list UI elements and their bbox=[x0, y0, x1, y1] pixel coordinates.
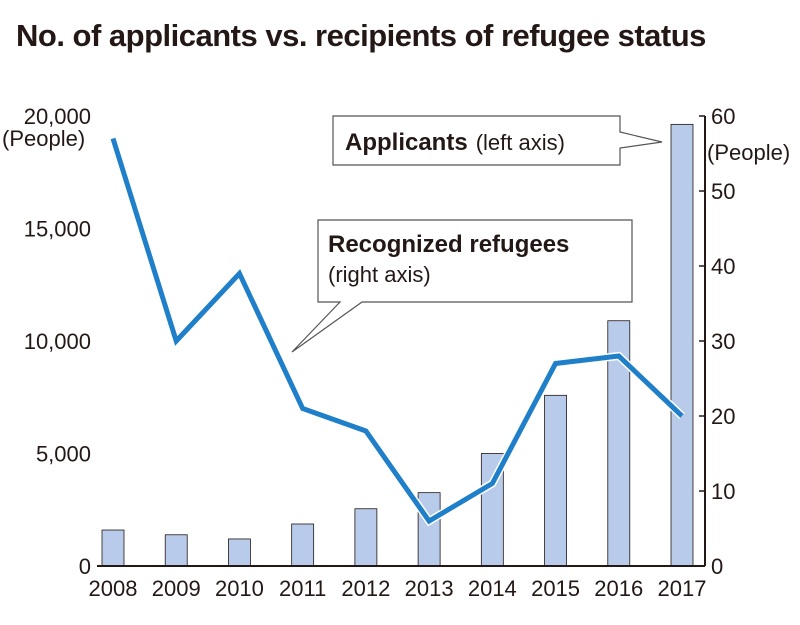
left-tick-label: 15,000 bbox=[24, 217, 91, 242]
x-tick-label: 2017 bbox=[658, 576, 707, 601]
annotation-applicants-bold: Applicants bbox=[345, 129, 468, 156]
line-outline bbox=[109, 137, 685, 527]
x-tick-label: 2015 bbox=[531, 576, 580, 601]
right-tick-label: 50 bbox=[711, 179, 735, 204]
right-tick-label: 0 bbox=[711, 554, 723, 579]
x-tick-label: 2016 bbox=[594, 576, 643, 601]
x-tick-label: 2009 bbox=[152, 576, 201, 601]
bar-applicants-2010 bbox=[228, 538, 251, 567]
left-tick-label: 5,000 bbox=[36, 442, 91, 467]
annotation-applicants: Applicants (left axis) bbox=[345, 129, 565, 156]
x-tick-label: 2011 bbox=[279, 576, 326, 601]
x-tick-label: 2012 bbox=[341, 576, 390, 601]
bar-applicants-2012 bbox=[354, 508, 378, 567]
x-tick-label: 2010 bbox=[215, 576, 264, 601]
bar-applicants-2015 bbox=[544, 394, 567, 567]
annotation-refugees-bold: Recognized refugees bbox=[328, 231, 569, 258]
bar-applicants-2009 bbox=[164, 534, 188, 567]
right-tick-label: 40 bbox=[711, 254, 735, 279]
left-tick-label: 20,000 bbox=[24, 104, 91, 129]
line-recognized-refugees bbox=[110, 137, 684, 525]
bar-applicants-2008 bbox=[101, 529, 125, 567]
bar-applicants-2017 bbox=[670, 123, 694, 567]
annotation-refugees-note: (right axis) bbox=[328, 262, 431, 287]
left-axis-unit: (People) bbox=[2, 126, 85, 151]
x-tick-label: 2014 bbox=[468, 576, 517, 601]
x-tick-label: 2013 bbox=[405, 576, 454, 601]
left-tick-label: 0 bbox=[79, 554, 91, 579]
annotation-box-refugees bbox=[291, 219, 633, 353]
right-tick-label: 10 bbox=[711, 479, 735, 504]
chart-title: No. of applicants vs. recipients of refu… bbox=[16, 18, 706, 53]
bar-applicants-2011 bbox=[291, 523, 315, 567]
annotation-box-applicants bbox=[332, 115, 663, 166]
right-tick-label: 30 bbox=[711, 329, 735, 354]
x-tick-label: 2008 bbox=[89, 576, 138, 601]
right-axis-unit: (People) bbox=[707, 140, 790, 165]
right-tick-label: 60 bbox=[711, 104, 735, 129]
left-tick-label: 10,000 bbox=[24, 329, 91, 354]
right-tick-label: 20 bbox=[711, 404, 735, 429]
annotation-applicants-note: (left axis) bbox=[476, 130, 565, 155]
